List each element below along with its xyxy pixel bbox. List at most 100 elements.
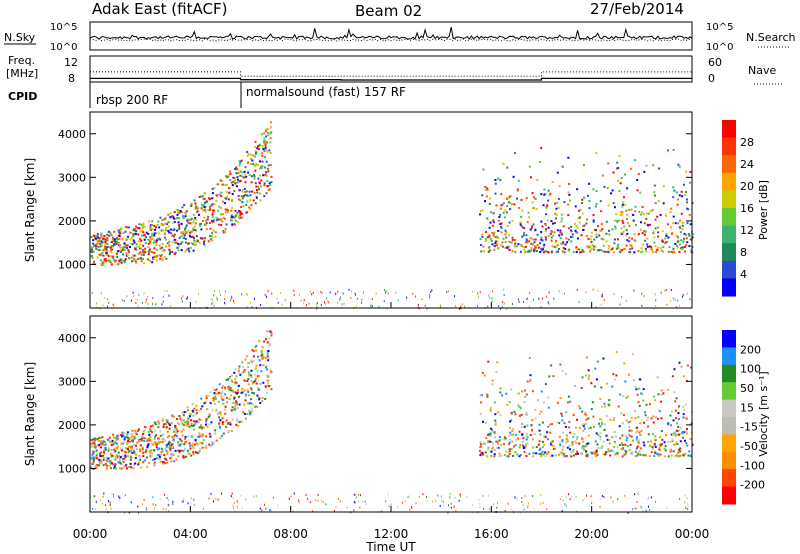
echo-pixel [142,436,145,439]
echo-pixel [458,499,460,502]
echo-pixel [440,495,442,498]
echo-pixel [404,500,406,503]
echo-pixel [236,505,238,508]
echo-pixel [221,492,223,495]
echo-pixel [178,414,181,417]
echo-pixel [510,419,513,422]
echo-pixel [300,299,302,302]
echo-pixel [231,223,234,226]
echo-pixel [539,161,542,164]
echo-pixel [180,440,183,443]
echo-pixel [534,229,537,232]
echo-pixel [162,425,165,428]
echo-pixel [253,406,256,409]
echo-pixel [533,507,535,510]
echo-pixel [674,443,677,446]
echo-pixel [676,246,679,249]
echo-pixel [118,454,121,457]
echo-pixel [90,250,93,253]
echo-pixel [203,192,206,195]
echo-pixel [557,453,560,456]
echo-pixel [647,425,650,428]
echo-pixel [241,171,244,174]
echo-pixel [100,232,103,235]
echo-pixel [542,401,545,404]
echo-pixel [189,231,192,234]
echo-pixel [121,448,124,451]
echo-pixel [558,290,560,293]
echo-pixel [510,508,512,511]
echo-pixel [600,303,602,306]
echo-pixel [252,163,255,166]
echo-pixel [545,228,548,231]
echo-pixel [685,244,688,247]
echo-pixel [111,245,114,248]
echo-pixel [253,191,256,194]
echo-pixel [254,202,257,205]
echo-pixel [255,151,258,154]
echo-pixel [156,440,159,443]
echo-pixel [178,216,181,219]
echo-pixel [233,190,236,193]
echo-pixel [598,422,601,425]
echo-pixel [254,378,257,381]
echo-pixel [497,219,500,222]
echo-pixel [559,229,562,232]
echo-pixel [293,492,295,495]
echo-pixel [590,451,593,454]
echo-pixel [504,229,507,232]
echo-pixel [547,438,550,441]
echo-pixel [160,253,163,256]
echo-pixel [686,364,689,367]
echo-pixel [138,223,141,226]
echo-pixel [132,467,135,470]
echo-pixel [199,441,202,444]
ytick-label: 1000 [58,462,86,475]
echo-pixel [654,399,657,402]
echo-pixel [540,193,543,196]
echo-pixel [188,425,191,428]
echo-pixel [92,456,95,459]
echo-pixel [597,249,600,252]
echo-pixel [535,245,538,248]
echo-pixel [188,250,191,253]
echo-pixel [645,454,648,457]
echo-pixel [582,228,585,231]
echo-pixel [620,442,623,445]
echo-pixel [555,207,558,210]
echo-pixel [178,444,181,447]
echo-pixel [141,435,144,438]
echo-pixel [525,238,528,241]
echo-pixel [262,381,265,384]
echo-pixel [551,244,554,247]
echo-pixel [206,408,209,411]
echo-pixel [127,438,130,441]
echo-pixel [485,188,488,191]
echo-pixel [654,445,657,448]
echo-pixel [266,128,269,131]
echo-pixel [530,225,533,228]
echo-pixel [491,447,494,450]
echo-pixel [257,185,260,188]
echo-pixel [588,182,591,185]
echo-pixel [221,417,224,420]
echo-pixel [114,261,117,264]
echo-pixel [542,204,545,207]
echo-pixel [246,379,249,382]
echo-pixel [653,194,656,197]
echo-pixel [597,434,600,437]
echo-pixel [626,436,629,439]
echo-pixel [107,449,110,452]
echo-pixel [241,190,244,193]
echo-pixel [430,291,432,294]
echo-pixel [149,236,152,239]
echo-pixel [151,232,154,235]
echo-pixel [172,503,174,506]
echo-pixel [182,295,184,298]
echo-pixel [261,160,264,163]
colorbar-segment [722,399,736,418]
echo-pixel [592,451,595,454]
echo-pixel [186,419,189,422]
echo-pixel [508,438,511,441]
echo-pixel [612,246,615,249]
